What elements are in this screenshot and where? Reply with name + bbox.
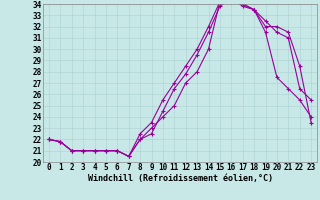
X-axis label: Windchill (Refroidissement éolien,°C): Windchill (Refroidissement éolien,°C) (87, 174, 273, 183)
